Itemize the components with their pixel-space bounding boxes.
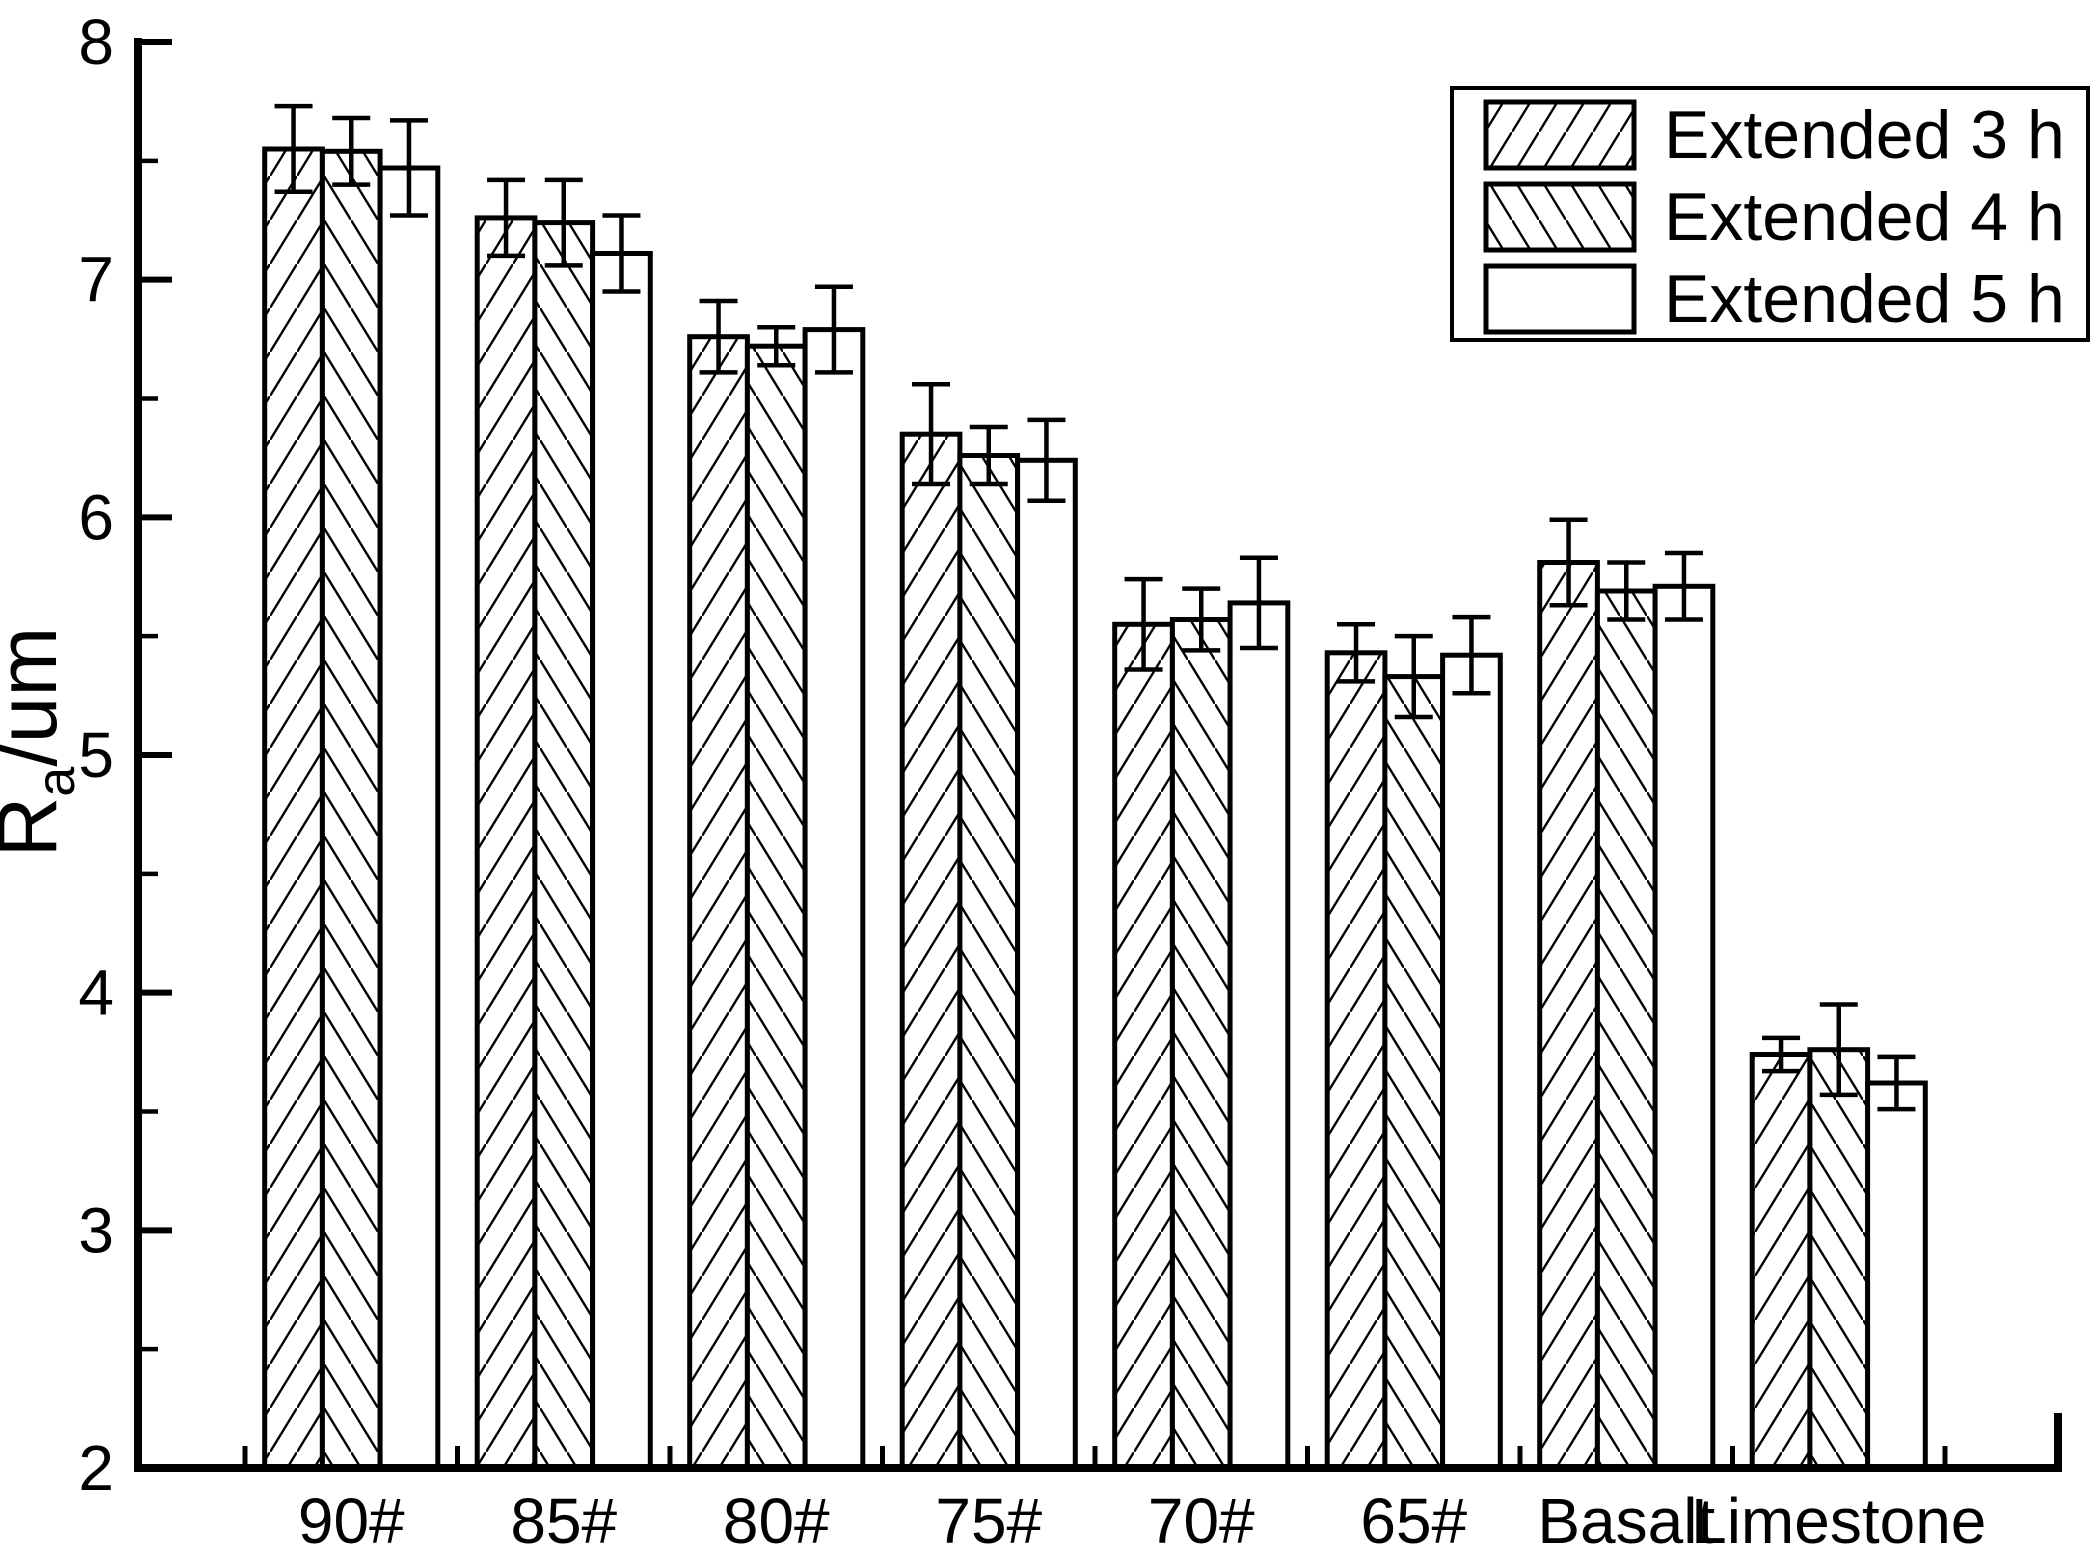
bar-basalt-extended-4-h: [1594, 588, 1658, 1471]
bar-70-extended-5-h: [1227, 600, 1291, 1471]
bar-90-extended-4-h: [319, 148, 383, 1471]
x-tick-label-85: 85#: [510, 1485, 617, 1557]
legend-label: Extended 5 h: [1664, 261, 2065, 337]
error-bar-75-extended-5-h: [1027, 417, 1066, 503]
legend-entry-extended-5-h: Extended 5 h: [1483, 261, 2065, 337]
bar-limestone-extended-3-h: [1749, 1052, 1813, 1471]
bar-75-extended-3-h: [899, 431, 963, 1471]
error-bar-70-extended-3-h: [1124, 576, 1163, 672]
legend-label: Extended 3 h: [1664, 97, 2065, 173]
error-bar-basalt-extended-5-h: [1664, 550, 1703, 622]
bar-75-extended-5-h: [1015, 457, 1078, 1471]
error-bar-90-extended-4-h: [332, 115, 371, 187]
bar-85-extended-4-h: [532, 220, 596, 1471]
x-tick-label-basalt: Basalt: [1537, 1485, 1715, 1557]
error-bar-limestone-extended-3-h: [1762, 1035, 1801, 1074]
legend-swatch-forward-diagonal: [1483, 99, 1637, 171]
bar-65-extended-5-h: [1440, 652, 1503, 1471]
error-bars-group: [274, 103, 1916, 1112]
axis-labels-group: 2 3 4 5 6 7 8 90# 85# 80# 75# 70# 65# BasaltLimestone…: [0, 6, 1986, 1557]
error-bar-limestone-extended-5-h: [1877, 1054, 1916, 1112]
legend-swatch-backward-diagonal: [1483, 181, 1637, 253]
error-bar-80-extended-3-h: [699, 298, 738, 375]
bar-70-extended-3-h: [1112, 621, 1175, 1471]
error-bar-65-extended-3-h: [1337, 622, 1376, 684]
bar-90-extended-3-h: [262, 146, 325, 1471]
bar-limestone-extended-4-h: [1807, 1047, 1871, 1471]
x-tick-label-65: 65#: [1360, 1485, 1467, 1557]
error-bar-90-extended-3-h: [274, 103, 313, 194]
error-bar-75-extended-3-h: [912, 381, 951, 487]
bar-70-extended-4-h: [1169, 617, 1233, 1471]
bar-90-extended-5-h: [377, 165, 441, 1471]
error-bar-90-extended-5-h: [389, 118, 428, 218]
y-tick-label-7: 7: [78, 244, 114, 316]
bar-65-extended-3-h: [1324, 650, 1388, 1471]
x-tick-label-75: 75#: [935, 1485, 1042, 1557]
x-tick-label-70: 70#: [1148, 1485, 1255, 1557]
legend-entry-extended-4-h: Extended 4 h: [1483, 179, 2065, 255]
bar-basalt-extended-3-h: [1537, 560, 1600, 1471]
error-bar-65-extended-4-h: [1394, 633, 1433, 720]
y-tick-label-3: 3: [78, 1194, 114, 1266]
y-tick-label-6: 6: [78, 481, 114, 553]
error-bar-70-extended-5-h: [1239, 555, 1278, 651]
y-axis-title: Ra/um: [0, 627, 86, 858]
bar-limestone-extended-5-h: [1865, 1080, 1928, 1471]
x-tick-label-80: 80#: [723, 1485, 830, 1557]
bars-group: [262, 146, 1928, 1471]
axes-group: [134, 38, 2062, 1472]
bar-85-extended-3-h: [474, 215, 538, 1471]
error-bar-80-extended-5-h: [814, 284, 853, 375]
y-tick-label-2: 2: [78, 1432, 114, 1504]
error-bar-limestone-extended-4-h: [1819, 1002, 1858, 1098]
error-bar-70-extended-4-h: [1182, 586, 1221, 653]
legend-swatch-none: [1483, 263, 1637, 335]
bar-75-extended-4-h: [957, 453, 1021, 1471]
bar-65-extended-4-h: [1382, 674, 1446, 1471]
bar-80-extended-3-h: [687, 334, 750, 1471]
error-bar-basalt-extended-4-h: [1607, 560, 1646, 622]
error-bar-85-extended-5-h: [602, 213, 641, 294]
error-bar-75-extended-4-h: [969, 424, 1008, 487]
legend-entry-extended-3-h: Extended 3 h: [1483, 97, 2065, 173]
x-tick-label-limestone: Limestone: [1691, 1485, 1986, 1557]
legend-label: Extended 4 h: [1664, 179, 2065, 255]
bar-80-extended-4-h: [744, 343, 808, 1471]
y-tick-label-8: 8: [78, 6, 114, 78]
y-tick-label-5: 5: [78, 719, 114, 791]
bar-basalt-extended-5-h: [1652, 583, 1716, 1471]
error-bar-65-extended-5-h: [1452, 614, 1491, 696]
bar-80-extended-5-h: [802, 327, 866, 1471]
error-bar-85-extended-3-h: [487, 177, 526, 259]
y-tick-label-4: 4: [78, 957, 114, 1029]
error-bar-basalt-extended-3-h: [1549, 517, 1588, 608]
error-bar-80-extended-4-h: [757, 324, 796, 368]
bar-85-extended-5-h: [590, 251, 653, 1471]
error-bar-85-extended-4-h: [544, 177, 583, 268]
x-tick-label-90: 90#: [298, 1485, 405, 1557]
